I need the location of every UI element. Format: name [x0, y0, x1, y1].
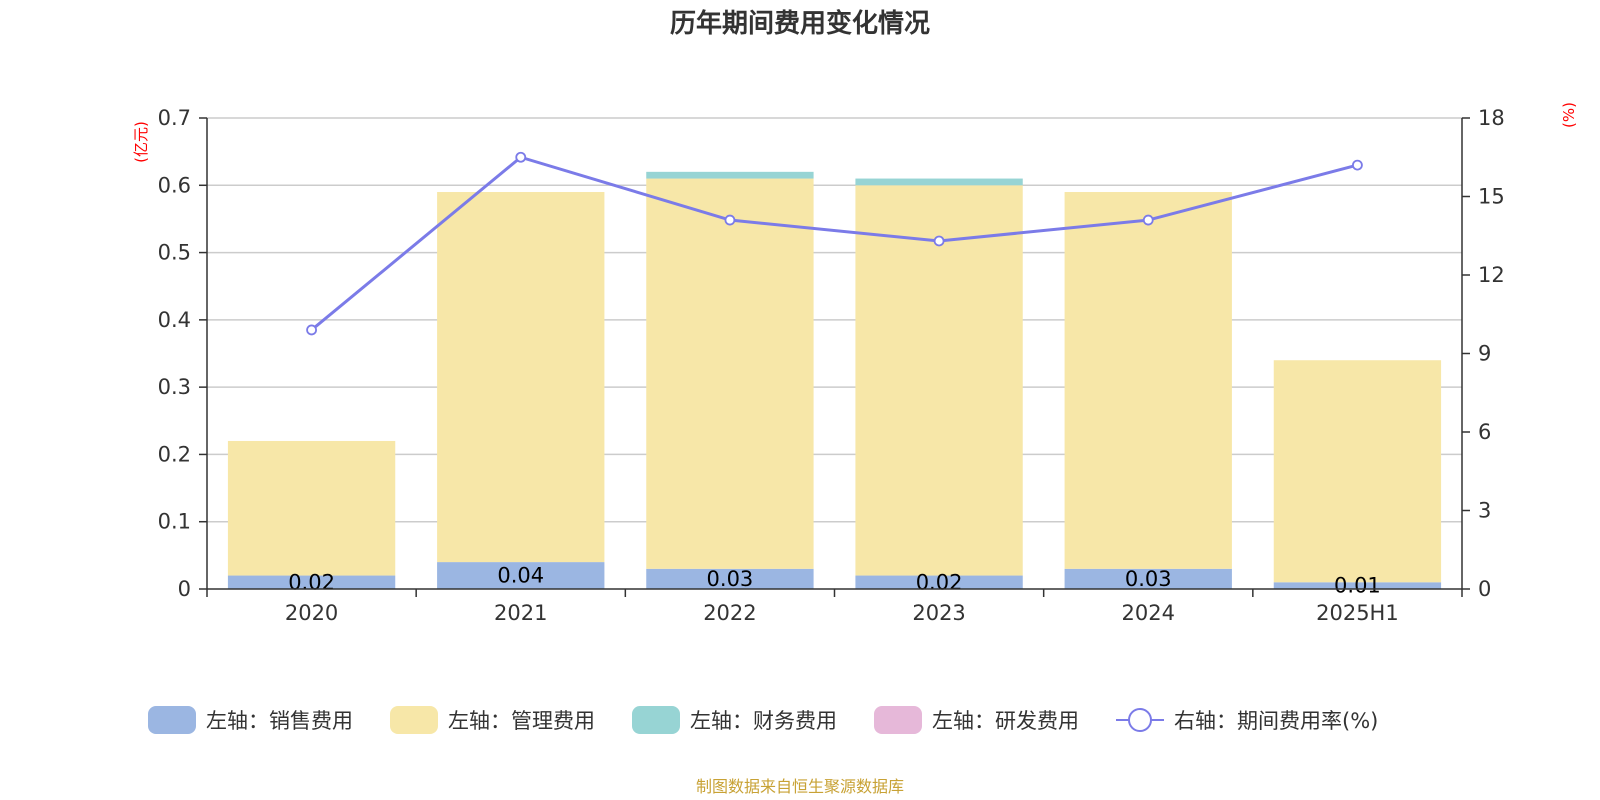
legend-label: 左轴：财务费用 — [690, 709, 837, 733]
right-axis-tick-label: 9 — [1478, 342, 1491, 366]
bar-segment — [1273, 582, 1442, 589]
legend[interactable]: 左轴：销售费用 左轴：管理费用 左轴：财务费用 左轴：研发费用 右轴：期间费用率(%) — [148, 706, 1378, 734]
left-axis-tick-label: 0.5 — [158, 241, 191, 265]
right-axis-unit: (%) — [1560, 102, 1578, 128]
legend-item[interactable]: 左轴：研发费用 — [874, 706, 1079, 734]
left-axis-tick-label: 0.3 — [158, 375, 191, 399]
right-axis-tick-label: 18 — [1478, 106, 1505, 130]
bar-segment — [1273, 360, 1442, 583]
right-axis-tick-label: 0 — [1478, 577, 1491, 601]
bar-value-label: 0.02 — [916, 570, 963, 594]
legend-item[interactable]: 左轴：销售费用 — [148, 706, 353, 734]
axes: 0 0.1 0.2 0.3 0.4 0.5 0.6 0.7 0 3 6 9 12 15 18 2020 2021… — [158, 106, 1505, 625]
bar-segment — [1064, 568, 1232, 589]
bar-segment — [1064, 192, 1232, 569]
legend-item[interactable]: 左轴：财务费用 — [632, 706, 837, 734]
right-axis-tick-label: 6 — [1478, 420, 1491, 444]
right-axis-tick-label: 15 — [1478, 185, 1505, 209]
bar-segment — [437, 562, 605, 589]
left-axis-tick-label: 0.4 — [158, 308, 191, 332]
x-axis-category-label: 2024 — [1122, 601, 1175, 625]
right-axis-tick-label: 12 — [1478, 263, 1505, 287]
line-point — [933, 235, 945, 247]
line-point — [724, 214, 736, 226]
left-axis-tick-label: 0.1 — [158, 510, 191, 534]
bar-value-label: 0.03 — [707, 567, 754, 591]
bar-segment — [227, 575, 396, 589]
chart-title: 历年期间费用变化情况 — [670, 8, 930, 39]
bar-value-label: 0.02 — [288, 570, 335, 594]
x-axis-category-label: 2022 — [703, 601, 756, 625]
x-axis-category-label: 2021 — [494, 601, 547, 625]
line-point — [1142, 214, 1154, 226]
x-axis-category-label: 2020 — [285, 601, 338, 625]
x-axis-category-label: 2023 — [912, 601, 965, 625]
bar-value-label: 0.03 — [1125, 567, 1172, 591]
line-point — [1352, 159, 1363, 171]
x-axis-category-label: 2025H1 — [1316, 601, 1399, 625]
legend-label: 右轴：期间费用率(%) — [1174, 709, 1378, 733]
line-point — [515, 151, 527, 163]
bar-segment — [855, 575, 1023, 589]
legend-label: 左轴：管理费用 — [448, 709, 595, 733]
bar-segment — [227, 440, 396, 576]
legend-color-swatch — [632, 706, 680, 734]
legend-item[interactable]: 右轴：期间费用率(%) — [1116, 708, 1378, 733]
left-axis-unit: (亿元) — [132, 121, 150, 163]
bar-segment — [646, 178, 814, 569]
bar-segment — [646, 568, 814, 589]
left-axis-tick-label: 0.7 — [158, 106, 191, 130]
left-axis-tick-label: 0.2 — [158, 442, 191, 466]
legend-color-swatch — [148, 706, 196, 734]
line-path — [310, 155, 1358, 332]
bar-segment — [646, 171, 814, 179]
line-point — [306, 324, 317, 336]
bar-value-label: 0.04 — [497, 564, 544, 588]
data-source: 制图数据来自恒生聚源数据库 — [696, 777, 904, 796]
left-axis-tick-label: 0 — [178, 577, 191, 601]
legend-item[interactable]: 左轴：管理费用 — [390, 706, 595, 734]
bar-value-label: 0.01 — [1334, 574, 1381, 598]
gridlines — [207, 117, 1462, 523]
bar-segment — [855, 178, 1023, 186]
bar-segment — [855, 185, 1023, 576]
bar-segment — [437, 192, 605, 563]
legend-circle-swatch — [1128, 708, 1152, 732]
expense-ratio-line — [306, 151, 1363, 336]
legend-color-swatch — [390, 706, 438, 734]
bars — [227, 171, 1442, 589]
legend-label: 左轴：销售费用 — [206, 709, 353, 733]
bar-labels: 0.02 0.04 0.03 0.02 0.03 0.01 — [288, 564, 1381, 598]
right-axis-tick-label: 3 — [1478, 499, 1491, 523]
legend-color-swatch — [874, 706, 922, 734]
left-axis-tick-label: 0.6 — [158, 173, 191, 197]
legend-label: 左轴：研发费用 — [932, 709, 1079, 733]
